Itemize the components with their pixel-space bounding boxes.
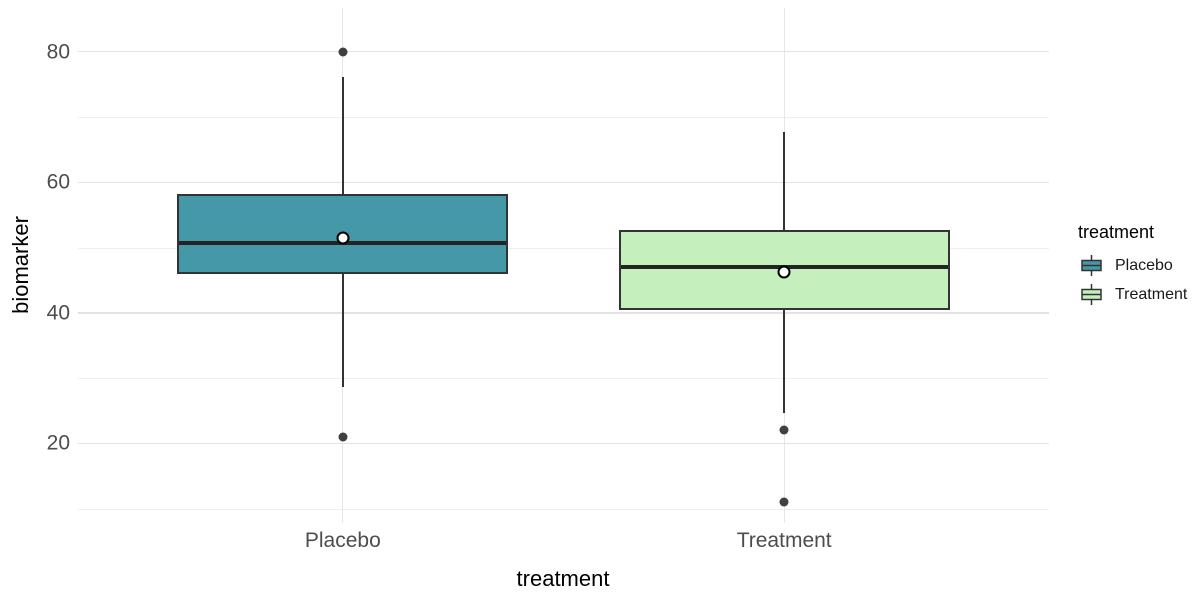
gridline-minor xyxy=(78,508,1049,510)
legend-key-boxplot-icon xyxy=(1081,255,1102,276)
outlier-point-placebo xyxy=(338,47,348,57)
gridline-major xyxy=(78,50,1049,53)
outlier-point-placebo xyxy=(338,432,348,442)
outlier-point-treatment xyxy=(779,425,789,435)
whisker-lower-placebo xyxy=(341,274,344,387)
whisker-upper-placebo xyxy=(341,76,344,195)
legend-entry-label: Placebo xyxy=(1115,257,1173,274)
y-axis-tick-label: 20 xyxy=(46,431,70,455)
outlier-point-treatment xyxy=(779,497,789,507)
whisker-upper-treatment xyxy=(783,132,786,230)
whisker-lower-treatment xyxy=(783,309,786,413)
y-axis-tick-label: 60 xyxy=(46,170,70,194)
mean-point-treatment xyxy=(777,265,791,279)
gridline-major xyxy=(78,312,1049,314)
legend-title: treatment xyxy=(1078,222,1155,242)
legend-entry-treatment: Treatment xyxy=(1078,283,1187,306)
x-axis-tick-label: Placebo xyxy=(304,529,381,552)
y-axis-tick-label: 80 xyxy=(46,40,70,64)
gridline-minor xyxy=(78,247,1049,249)
mean-point-placebo xyxy=(336,231,350,245)
legend-entry-placebo: Placebo xyxy=(1078,254,1187,277)
legend-key-boxplot-icon xyxy=(1081,284,1102,305)
gridline-major xyxy=(78,181,1049,184)
gridline-minor xyxy=(78,117,1049,118)
legend-entries: Placebo Treatment xyxy=(1078,254,1187,306)
y-axis-title: biomarker xyxy=(8,216,33,314)
x-axis-tick-label: Treatment xyxy=(736,529,832,552)
x-axis-title: treatment xyxy=(516,566,610,591)
legend-entry-label: Treatment xyxy=(1115,286,1188,303)
legend: treatment Placebo Treatment xyxy=(1078,222,1187,312)
gridline-minor xyxy=(78,378,1049,380)
gridline-major xyxy=(78,442,1049,445)
y-axis-tick-label: 40 xyxy=(46,301,70,325)
